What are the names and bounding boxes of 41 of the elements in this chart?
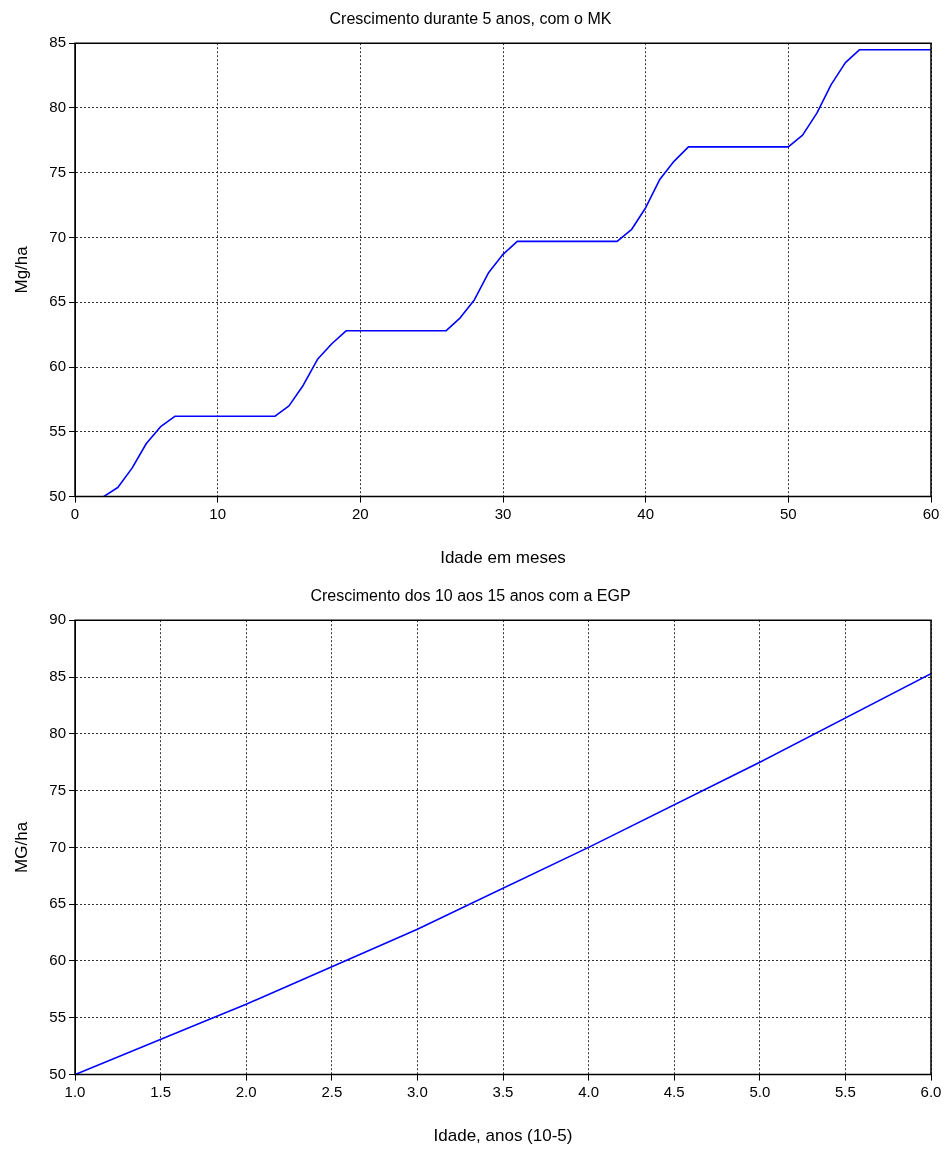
y-axis-title: Mg/ha (11, 245, 31, 294)
x-axis-title: Idade em meses (440, 548, 566, 568)
x-tick-label: 5.0 (749, 1082, 771, 1100)
x-tick-label: 0 (70, 504, 80, 522)
y-tick-label: 70 (49, 227, 66, 245)
y-tick-label: 90 (49, 610, 66, 628)
y-tick-label: 80 (49, 723, 66, 741)
y-axis-title: MG/ha (11, 821, 31, 873)
y-tick-label: 75 (49, 162, 66, 180)
x-tick-label: 2.5 (321, 1082, 343, 1100)
chart-title: Crescimento durante 5 anos, com o MK (329, 10, 612, 28)
x-tick-label: 3.0 (406, 1082, 428, 1100)
x-axis-title: Idade, anos (10-5) (433, 1126, 573, 1146)
x-tick-label: 30 (494, 504, 512, 522)
y-tick-label: 70 (49, 837, 66, 855)
x-tick-label: 3.5 (492, 1082, 514, 1100)
x-tick-label: 60 (922, 504, 940, 522)
y-tick-label: 65 (49, 292, 66, 310)
y-tick-label: 75 (49, 780, 66, 798)
chart-title: Crescimento dos 10 aos 15 anos com a EGP (310, 587, 631, 605)
y-tick-label: 85 (49, 667, 66, 685)
y-tick-label: 50 (49, 486, 66, 504)
x-tick-label: 2.0 (235, 1082, 257, 1100)
y-tick-label: 55 (49, 1007, 66, 1025)
y-tick-label: 55 (49, 421, 66, 439)
x-tick-label: 4.5 (663, 1082, 685, 1100)
x-tick-label: 6.0 (920, 1082, 942, 1100)
y-tick-label: 50 (49, 1064, 66, 1082)
x-tick-label: 4.0 (578, 1082, 600, 1100)
y-tick-label: 60 (49, 357, 66, 375)
x-tick-label: 40 (637, 504, 655, 522)
y-tick-label: 65 (49, 894, 66, 912)
x-tick-label: 1.0 (64, 1082, 86, 1100)
x-tick-label: 10 (209, 504, 227, 522)
x-tick-label: 1.5 (150, 1082, 172, 1100)
x-tick-label: 50 (779, 504, 797, 522)
x-tick-label: 5.5 (834, 1082, 856, 1100)
y-tick-label: 80 (49, 98, 66, 116)
y-tick-label: 85 (49, 33, 66, 51)
x-tick-label: 20 (351, 504, 369, 522)
y-tick-label: 60 (49, 951, 66, 969)
